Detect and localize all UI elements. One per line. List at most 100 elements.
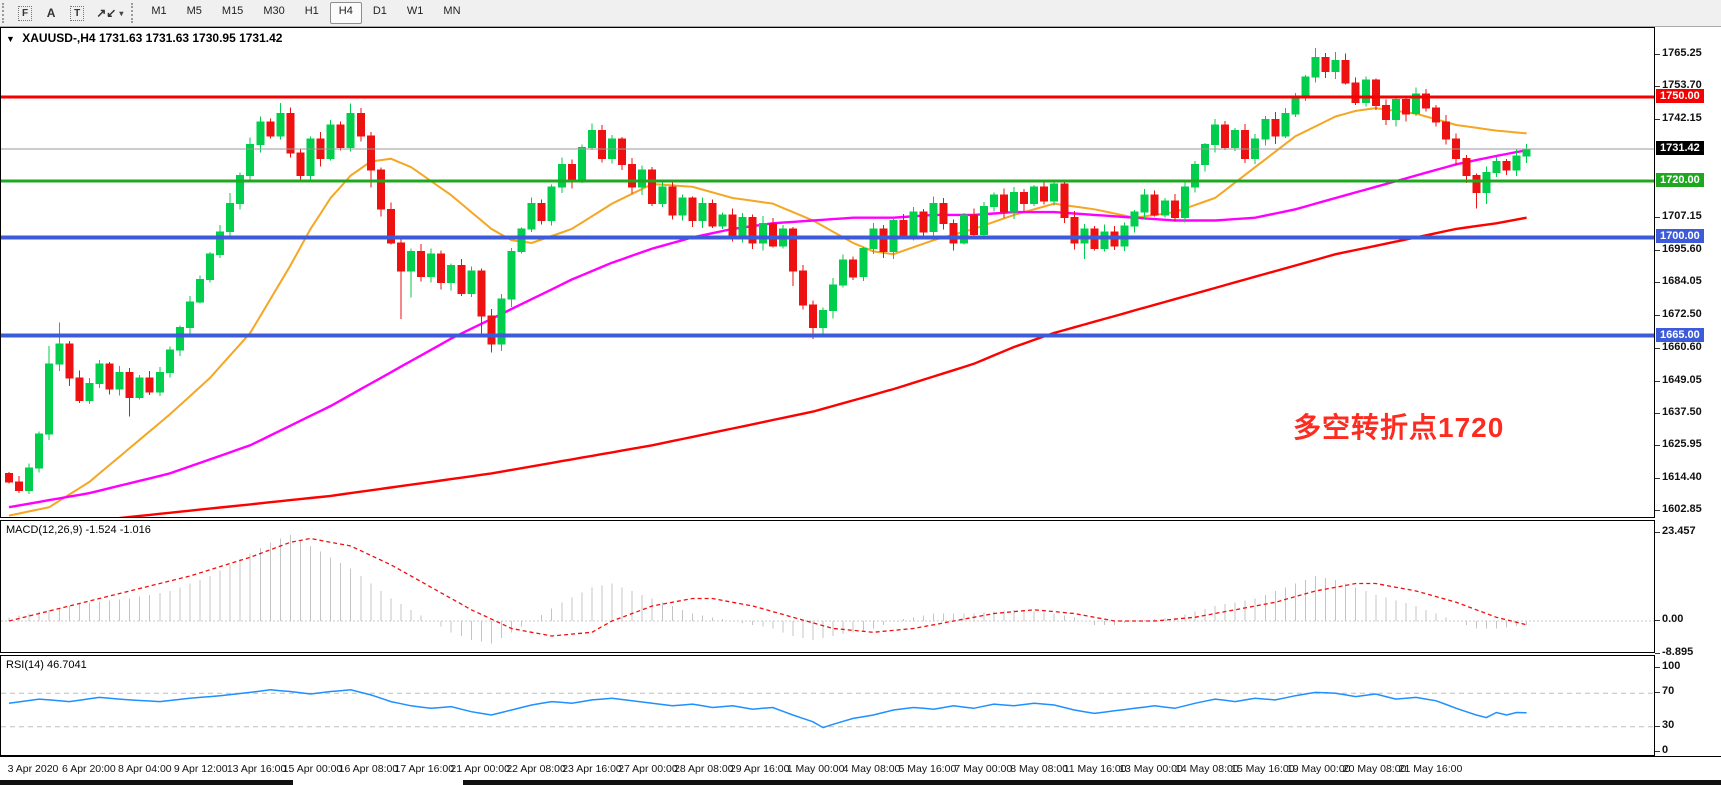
hline-price-badge: 1665.00 — [1656, 327, 1704, 342]
text-icon[interactable]: A — [39, 2, 63, 24]
axis-tick-mark — [1655, 348, 1660, 350]
price-axis[interactable]: 1765.25 1753.70 1742.15 1707.15 1695.60 1684.… — [1655, 27, 1721, 756]
current-price-badge: 1731.42 — [1656, 141, 1704, 156]
macd-panel[interactable] — [0, 520, 1655, 653]
axis-tick-mark — [1655, 445, 1660, 447]
timeframe-button-w1[interactable]: W1 — [406, 5, 424, 17]
time-label: 23 Apr 16:00 — [562, 763, 622, 775]
timeframe-button-mn[interactable]: MN — [443, 5, 461, 17]
axis-tick-mark — [1655, 532, 1660, 534]
timeframe-group: M1 M5 M15 M30 H1 H4 D1 W1 MN — [141, 2, 470, 24]
price-tick: 1684.05 — [1662, 275, 1702, 288]
time-label: 6 Apr 20:00 — [62, 763, 116, 775]
time-axis[interactable]: 3 Apr 2020 6 Apr 20:00 8 Apr 04:00 9 Apr 12… — [0, 756, 1721, 780]
price-tick: 1660.60 — [1662, 341, 1702, 354]
time-label: 3 Apr 2020 — [7, 763, 59, 775]
timeframe-button-m30[interactable]: M30 — [263, 5, 285, 17]
text-label-icon[interactable]: T — [65, 2, 89, 24]
time-label: 28 Apr 08:00 — [674, 763, 734, 775]
hline-price-badge: 1700.00 — [1656, 229, 1704, 244]
time-label: 9 Apr 12:00 — [173, 763, 228, 775]
price-tick: 1707.15 — [1662, 210, 1702, 223]
timeframe-button-m15[interactable]: M15 — [221, 5, 244, 17]
time-label: 17 Apr 16:00 — [394, 763, 455, 775]
hline-price-badge: 1720.00 — [1656, 173, 1704, 188]
price-tick: 1695.60 — [1662, 242, 1702, 255]
time-label: 14 May 08:00 — [1175, 763, 1239, 775]
axis-tick-mark — [1655, 53, 1660, 55]
drawing-tools-group: F A T ↗↙ ▾ — [12, 2, 129, 24]
chart-shift-icon[interactable]: F — [13, 2, 37, 24]
axis-tick-mark — [1655, 217, 1660, 219]
window-edge — [0, 780, 293, 785]
time-label: 21 May 16:00 — [1398, 763, 1463, 775]
hline-price-badge: 1750.00 — [1656, 88, 1704, 103]
axis-tick-mark — [1655, 477, 1660, 479]
chart-shift-icon: F — [18, 5, 33, 21]
macd-signal-line — [8, 537, 1527, 637]
timeframe-button-h4[interactable]: H4 — [329, 2, 362, 24]
axis-tick-mark — [1655, 413, 1660, 415]
toolbar-grip[interactable] — [131, 3, 138, 23]
rsi-axis-tick: 100 — [1662, 660, 1681, 672]
price-tick: 1649.05 — [1662, 373, 1702, 386]
time-label: 13 May 00:00 — [1119, 763, 1183, 775]
arrows-icon: ↗↙ — [96, 6, 117, 20]
price-chart-panel[interactable] — [0, 27, 1655, 518]
rsi-line — [8, 689, 1527, 729]
time-label: 7 May 00:00 — [954, 763, 1013, 775]
time-label: 15 May 16:00 — [1230, 763, 1295, 775]
price-tick: 1625.95 — [1662, 438, 1702, 451]
price-tick: 1765.25 — [1662, 46, 1702, 59]
price-tick: 1602.85 — [1662, 503, 1702, 516]
ohlc-values: 1731.63 1731.63 1730.95 1731.42 — [98, 31, 283, 45]
time-label: 27 Apr 00:00 — [618, 763, 678, 775]
axis-tick-mark — [1655, 380, 1660, 382]
toolbar-grip[interactable] — [2, 3, 9, 23]
axis-tick-mark — [1655, 314, 1660, 316]
axis-tick-mark — [1655, 751, 1660, 752]
rsi-axis-tick: 70 — [1662, 685, 1675, 698]
time-label: 21 Apr 00:00 — [450, 763, 510, 775]
axis-tick-mark — [1655, 118, 1660, 120]
rsi-panel[interactable] — [0, 655, 1655, 756]
time-label: 5 May 16:00 — [898, 763, 957, 775]
ma-fast-orange — [8, 107, 1527, 517]
time-label: 1 May 00:00 — [786, 763, 845, 775]
window-edge — [463, 780, 1721, 785]
macd-label: MACD(12,26,9) -1.524 -1.016 — [6, 524, 151, 536]
price-tick: 1742.15 — [1662, 111, 1702, 124]
ma-mid-magenta — [8, 149, 1527, 509]
rsi-axis-tick: 30 — [1662, 718, 1675, 731]
chart-title: ▼ XAUUSD-,H4 1731.63 1731.63 1730.95 173… — [6, 31, 282, 45]
timeframe-button-h1[interactable]: H1 — [304, 5, 319, 17]
price-tick: 1637.50 — [1662, 406, 1702, 419]
timeframe-button-m5[interactable]: M5 — [186, 5, 202, 17]
time-label: 13 Apr 16:00 — [226, 763, 287, 775]
axis-tick-mark — [1655, 620, 1660, 621]
timeframe-button-m1[interactable]: M1 — [151, 5, 167, 17]
arrows-icon[interactable]: ↗↙ ▾ — [91, 2, 128, 24]
axis-tick-mark — [1655, 725, 1660, 727]
price-tick: 1672.50 — [1662, 307, 1702, 320]
time-label: 16 Apr 08:00 — [338, 763, 399, 775]
time-label: 15 Apr 00:00 — [282, 763, 343, 775]
toolbar: F A T ↗↙ ▾ M1 M5 M15 M30 H1 H4 D1 W1 MN — [0, 0, 1721, 27]
price-tick: 1614.40 — [1662, 470, 1702, 483]
timeframe-button-d1[interactable]: D1 — [372, 5, 387, 17]
chevron-down-icon[interactable]: ▾ — [119, 8, 124, 18]
time-label: 4 May 08:00 — [842, 763, 901, 775]
macd-axis-tick: -8.895 — [1662, 646, 1694, 659]
text-label-icon: T — [70, 5, 85, 21]
axis-tick-mark — [1655, 86, 1660, 88]
ma-slow-red — [118, 216, 1527, 517]
axis-tick-mark — [1655, 692, 1660, 694]
chart-annotation-text: 多空转折点1720 — [1293, 412, 1505, 443]
chart-dropdown-icon[interactable]: ▼ — [6, 34, 15, 44]
rsi-axis-tick: 0 — [1662, 744, 1669, 756]
axis-tick-mark — [1655, 653, 1660, 655]
time-label: 29 Apr 16:00 — [729, 763, 790, 775]
rsi-label: RSI(14) 46.7041 — [6, 659, 87, 671]
price-tick: 1753.70 — [1662, 79, 1702, 92]
macd-axis-tick: 0.00 — [1662, 613, 1684, 625]
